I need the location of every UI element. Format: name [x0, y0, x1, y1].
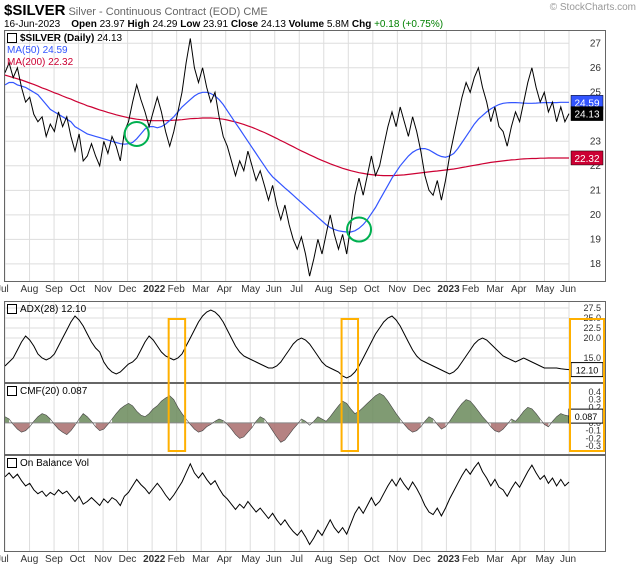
svg-text:27.5: 27.5 — [583, 303, 601, 313]
svg-text:18: 18 — [590, 259, 602, 270]
adx-label: ADX(28) — [20, 304, 58, 315]
obv-svg — [5, 456, 605, 551]
ticker-description: Silver - Continuous Contract (EOD) — [68, 6, 240, 18]
xaxis-upper: JulAugSepOctNovDec2022FebMarAprMayJunJul… — [4, 284, 568, 298]
cmf-value: 0.087 — [62, 386, 87, 397]
ma200-label: MA(200) — [7, 57, 45, 68]
svg-text:0.4: 0.4 — [588, 387, 601, 397]
svg-text:27: 27 — [590, 38, 602, 49]
ohlc-row: 16-Jun-2023 Open 23.97 High 24.29 Low 23… — [0, 19, 640, 30]
stock-chart: © StockCharts.com $SILVER Silver - Conti… — [0, 0, 640, 584]
price-series-value: 24.13 — [97, 33, 122, 44]
obv-legend: On Balance Vol — [7, 458, 89, 470]
svg-text:23: 23 — [590, 136, 602, 147]
adx-value: 12.10 — [61, 304, 86, 315]
price-panel: $SILVER (Daily) 24.13 MA(50) 24.59 MA(20… — [4, 30, 606, 282]
chart-date: 16-Jun-2023 — [4, 19, 60, 30]
ma50-label: MA(50) — [7, 45, 40, 56]
price-legend: $SILVER (Daily) 24.13 MA(50) 24.59 MA(20… — [7, 33, 122, 69]
chg-value: +0.18 — [374, 19, 399, 30]
volume-label: Volume — [289, 19, 324, 30]
cmf-label: CMF(20) — [20, 386, 59, 397]
svg-text:15.0: 15.0 — [583, 353, 601, 363]
high-value: 24.29 — [152, 19, 177, 30]
low-value: 23.91 — [203, 19, 228, 30]
adx-svg: 15.0 20.022.525.027.5 12.10 — [5, 302, 605, 382]
svg-text:21: 21 — [590, 185, 602, 196]
svg-text:25.0: 25.0 — [583, 313, 601, 323]
close-value: 24.13 — [261, 19, 286, 30]
svg-text:20: 20 — [590, 210, 602, 221]
svg-text:20.0: 20.0 — [583, 333, 601, 343]
adx-legend: ADX(28) 12.10 — [7, 304, 86, 316]
chart-header: © StockCharts.com $SILVER Silver - Conti… — [0, 0, 640, 19]
svg-text:0.087: 0.087 — [575, 412, 598, 422]
ticker-symbol: $SILVER — [4, 2, 65, 19]
svg-text:24.13: 24.13 — [574, 110, 599, 121]
cmf-panel: CMF(20) 0.087 -0.3-0.2-0.10.00.10.20.30.… — [4, 383, 606, 455]
open-label: Open — [71, 19, 97, 30]
low-label: Low — [180, 19, 200, 30]
exchange: CME — [243, 6, 267, 18]
cmf-svg: -0.3-0.2-0.10.00.10.20.30.40.087 — [5, 384, 605, 454]
volume-value: 5.8M — [327, 19, 349, 30]
close-label: Close — [231, 19, 258, 30]
attribution: © StockCharts.com — [550, 2, 636, 13]
xaxis-lower: JulAugSepOctNovDec2022FebMarAprMayJunJul… — [4, 554, 568, 568]
high-label: High — [127, 19, 149, 30]
svg-text:22.5: 22.5 — [583, 323, 601, 333]
cmf-legend: CMF(20) 0.087 — [7, 386, 87, 398]
ma50-value: 24.59 — [43, 45, 68, 56]
obv-label: On Balance Vol — [20, 458, 89, 469]
obv-panel: On Balance Vol — [4, 455, 606, 552]
svg-text:22.32: 22.32 — [574, 154, 599, 165]
open-value: 23.97 — [100, 19, 125, 30]
ma200-value: 22.32 — [48, 57, 73, 68]
svg-text:12.10: 12.10 — [576, 366, 599, 376]
chg-pct: (+0.75%) — [402, 19, 443, 30]
chg-label: Chg — [352, 19, 371, 30]
price-series-label: $SILVER (Daily) — [20, 33, 94, 44]
svg-text:26: 26 — [590, 63, 602, 74]
adx-panel: ADX(28) 12.10 15.0 20.022.525.027.5 12.10 — [4, 301, 606, 383]
svg-text:19: 19 — [590, 234, 602, 245]
